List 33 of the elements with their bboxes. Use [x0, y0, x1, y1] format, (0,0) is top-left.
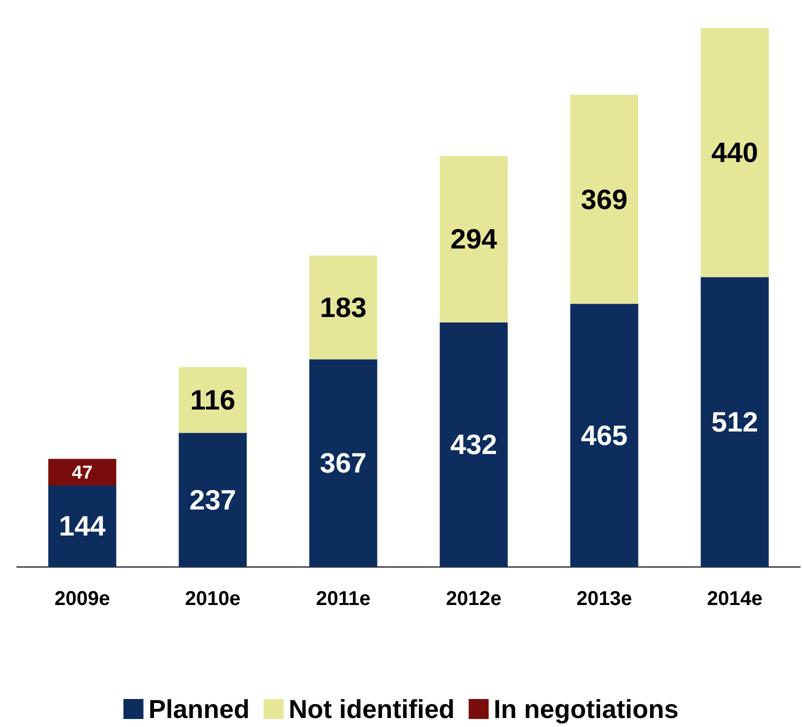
data-label: 367: [320, 448, 367, 479]
bar: [700, 277, 769, 567]
data-label: 144: [58, 510, 106, 542]
x-tick-label: 2010e: [184, 588, 241, 610]
data-label: 47: [72, 462, 93, 483]
x-tick-label: 2009e: [54, 588, 110, 610]
x-tick-label: 2012e: [446, 588, 502, 610]
bar: [48, 485, 116, 567]
bar: [440, 322, 508, 567]
bar: [570, 94, 638, 304]
bar: [700, 28, 769, 278]
bar: [309, 359, 378, 567]
data-label: 512: [711, 406, 758, 438]
legend-label: Planned: [148, 694, 250, 724]
x-tick-label: 2013e: [576, 588, 632, 610]
legend-label: Not identified: [288, 694, 455, 724]
data-label: 294: [450, 224, 498, 255]
legend-label: In negotiations: [494, 694, 679, 724]
data-label: 237: [189, 484, 236, 516]
x-tick-label: 2014e: [706, 588, 763, 610]
bar: [309, 256, 378, 360]
bar: [570, 304, 638, 567]
x-tick-label: 2011e: [316, 588, 371, 610]
data-label: 183: [320, 292, 367, 323]
bar: [178, 367, 247, 433]
data-label: 432: [450, 429, 498, 460]
data-label: 440: [711, 137, 758, 168]
bar: [48, 458, 116, 486]
bar: [178, 432, 247, 567]
data-label: 465: [580, 420, 628, 451]
data-label: 116: [190, 384, 236, 416]
data-label: 369: [580, 184, 628, 215]
bar: [440, 156, 508, 322]
